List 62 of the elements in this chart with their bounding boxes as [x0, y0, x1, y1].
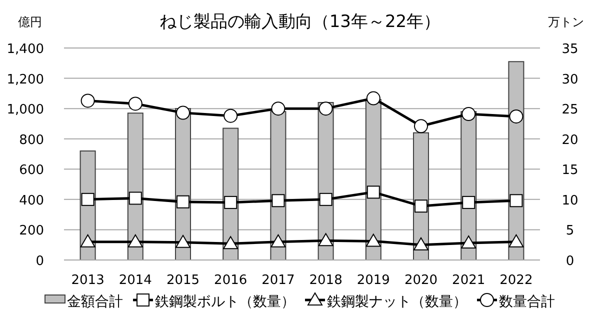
x-tick-label: 2015: [166, 273, 200, 288]
point: [224, 196, 238, 209]
point: [176, 195, 190, 208]
y2-axis-title: 万トン: [548, 15, 584, 29]
chart-title: ねじ製品の輸入動向（13年～22年）: [159, 12, 441, 32]
point: [81, 192, 94, 206]
legend-label: 鉄鋼製ナット（数量）: [327, 294, 467, 310]
y-tick-label: 1,200: [6, 72, 44, 88]
point: [461, 236, 476, 249]
legend-label: 鉄鋼製ボルト（数量）: [155, 294, 295, 310]
y-tick-label: 200: [19, 224, 44, 239]
point: [414, 237, 428, 250]
point: [224, 108, 238, 123]
point: [272, 194, 285, 208]
y-axis-title: 億円: [18, 15, 42, 29]
x-tick-label: 2017: [262, 273, 295, 288]
point: [319, 192, 332, 206]
y-tick-label: 800: [19, 132, 44, 148]
point: [366, 234, 381, 247]
x-tick-label: 2016: [214, 273, 248, 288]
point: [128, 234, 143, 248]
point: [176, 106, 190, 120]
y-tick-label: 0: [36, 254, 44, 269]
y2-tick-label: 30: [562, 72, 578, 88]
y2-tick-label: 35: [562, 42, 578, 57]
point: [270, 234, 286, 248]
point: [510, 194, 523, 208]
point: [508, 234, 524, 248]
point: [414, 119, 428, 134]
point: [223, 236, 238, 250]
x-tick-label: 2014: [118, 273, 152, 288]
y2-tick-label: 25: [562, 102, 578, 118]
point: [414, 200, 428, 213]
x-tick-label: 2022: [500, 273, 533, 288]
point: [509, 109, 524, 124]
point: [366, 91, 380, 106]
y2-tick-label: 20: [562, 132, 578, 148]
legend-label: 数量合計: [499, 294, 555, 310]
point: [128, 192, 142, 205]
y-tick-label: 600: [19, 163, 44, 178]
x-tick-label: 2018: [309, 273, 342, 288]
point: [271, 102, 286, 116]
x-tick-label: 2021: [452, 273, 486, 288]
x-tick-label: 2019: [356, 273, 390, 288]
y-tick-label: 400: [19, 193, 44, 208]
y-tick-label: 1,400: [6, 42, 44, 57]
y2-tick-label: 0: [566, 254, 574, 269]
legend-label: 金額合計: [67, 294, 123, 310]
point: [128, 96, 142, 111]
y2-tick-label: 5: [566, 224, 574, 239]
y2-tick-label: 15: [562, 163, 578, 178]
y-tick-label: 1,000: [6, 102, 44, 118]
x-tick-label: 2013: [71, 273, 104, 288]
point: [462, 107, 476, 122]
point: [462, 196, 476, 209]
point: [318, 233, 334, 246]
point: [80, 234, 96, 248]
point: [366, 186, 380, 199]
point: [318, 102, 333, 116]
y2-tick-label: 10: [562, 193, 578, 208]
x-tick-label: 2020: [404, 273, 438, 288]
point: [176, 234, 190, 248]
